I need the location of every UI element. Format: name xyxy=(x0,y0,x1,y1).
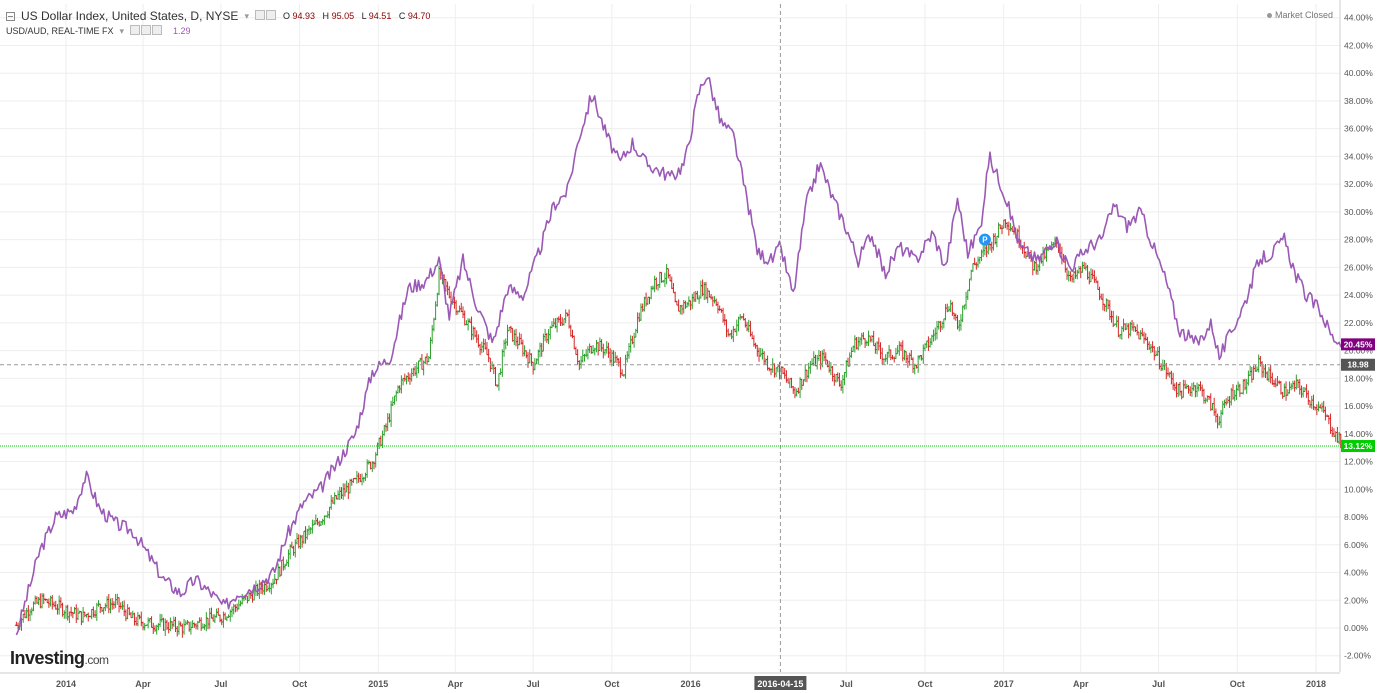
compare-series-legend: USD/AUD, REAL-TIME FX ▾ 1.29 xyxy=(6,25,191,37)
x-tick-label: Oct xyxy=(604,679,619,689)
y-tick-label: 22.00% xyxy=(1344,318,1373,328)
x-tick-label: Apr xyxy=(448,679,464,689)
brand-logo[interactable]: Investing.com xyxy=(10,648,109,669)
x-tick-label: Apr xyxy=(1073,679,1089,689)
close-icon[interactable] xyxy=(265,10,276,20)
y-tick-label: 4.00% xyxy=(1344,568,1369,578)
compare-series-line[interactable] xyxy=(15,77,1344,636)
market-status: Market Closed xyxy=(1266,10,1333,20)
main-last-value-badge: 13.12% xyxy=(1344,441,1373,451)
crosshair-x-badge: 2016-04-15 xyxy=(757,679,803,689)
y-tick-label: 6.00% xyxy=(1344,540,1369,550)
chevron-down-icon[interactable]: ▾ xyxy=(244,10,249,21)
y-tick-label: 26.00% xyxy=(1344,262,1373,272)
settings-icon[interactable] xyxy=(141,25,152,35)
x-tick-label: 2017 xyxy=(994,679,1014,689)
ohlc-close-value: 94.70 xyxy=(407,11,431,21)
y-tick-label: 24.00% xyxy=(1344,290,1373,300)
x-tick-label: Jul xyxy=(214,679,227,689)
x-tick-label: 2014 xyxy=(56,679,76,689)
ohlc-low-value: 94.51 xyxy=(368,11,392,21)
y-tick-label: 14.00% xyxy=(1344,429,1373,439)
eye-icon[interactable] xyxy=(130,25,141,35)
status-dot-icon xyxy=(1266,13,1272,19)
y-tick-label: 36.00% xyxy=(1344,124,1373,134)
x-tick-label: Jul xyxy=(527,679,540,689)
close-icon[interactable] xyxy=(152,25,163,35)
x-tick-label: Oct xyxy=(292,679,307,689)
y-tick-label: 28.00% xyxy=(1344,235,1373,245)
settings-icon[interactable] xyxy=(254,10,265,20)
compare-last-value-badge: 20.45% xyxy=(1344,339,1373,349)
crosshair-y-badge: 18.98 xyxy=(1347,360,1369,370)
ohlc-high-value: 95.05 xyxy=(331,11,355,21)
ohlc-close-key: C xyxy=(398,11,406,21)
y-tick-label: 40.00% xyxy=(1344,68,1373,78)
compare-symbol-title[interactable]: USD/AUD, REAL-TIME FX xyxy=(6,26,114,36)
compare-series-buttons xyxy=(130,25,163,37)
y-tick-label: 34.00% xyxy=(1344,151,1373,161)
y-tick-label: 32.00% xyxy=(1344,179,1373,189)
y-tick-label: 30.00% xyxy=(1344,207,1373,217)
y-tick-label: -2.00% xyxy=(1344,651,1371,661)
compare-value: 1.29 xyxy=(173,26,191,36)
ohlc-open-value: 94.93 xyxy=(292,11,316,21)
main-series-legend: US Dollar Index, United States, D, NYSE … xyxy=(6,9,435,23)
ohlc-low-key: L xyxy=(361,11,367,21)
y-tick-label: 0.00% xyxy=(1344,623,1369,633)
ohlc-high-key: H xyxy=(322,11,330,21)
ohlc-readout: O 94.93 H 95.05 L 94.51 C 94.70 xyxy=(283,11,435,21)
y-tick-label: 16.00% xyxy=(1344,401,1373,411)
market-status-text: Market Closed xyxy=(1274,10,1333,20)
ohlc-open-key: O xyxy=(282,11,290,21)
y-tick-label: 12.00% xyxy=(1344,457,1373,467)
y-tick-label: 2.00% xyxy=(1344,595,1369,605)
x-tick-label: Apr xyxy=(135,679,151,689)
compare-last-value-badge-bg xyxy=(1341,338,1375,351)
y-tick-label: 8.00% xyxy=(1344,512,1369,522)
crosshair-y-badge-bg xyxy=(1341,358,1375,371)
event-marker-label: P xyxy=(982,236,988,245)
brand-domain: .com xyxy=(84,653,110,667)
crosshair-x-badge-bg xyxy=(754,676,807,690)
y-tick-label: 42.00% xyxy=(1344,40,1373,50)
x-tick-label: Jul xyxy=(840,679,853,689)
chevron-down-icon[interactable]: ▾ xyxy=(119,25,125,36)
collapse-icon[interactable] xyxy=(6,11,15,21)
x-tick-label: Oct xyxy=(1230,679,1245,689)
y-tick-label: 18.00% xyxy=(1344,373,1373,383)
main-last-value-badge-bg xyxy=(1341,440,1375,453)
x-tick-label: 2015 xyxy=(368,679,388,689)
x-tick-label: Jul xyxy=(1152,679,1165,689)
y-tick-label: 10.00% xyxy=(1344,484,1373,494)
series-buttons xyxy=(254,9,277,23)
x-tick-label: 2018 xyxy=(1306,679,1326,689)
plot-background xyxy=(0,4,1340,672)
brand-name: Investing xyxy=(10,648,85,668)
x-tick-label: 2016 xyxy=(681,679,701,689)
y-tick-label: 20.00% xyxy=(1344,346,1373,356)
y-tick-label: 44.00% xyxy=(1344,13,1373,23)
x-tick-label: Oct xyxy=(917,679,932,689)
y-tick-label: 38.00% xyxy=(1344,96,1373,106)
main-symbol-title[interactable]: US Dollar Index, United States, D, NYSE xyxy=(21,9,239,23)
event-marker[interactable] xyxy=(978,233,991,246)
